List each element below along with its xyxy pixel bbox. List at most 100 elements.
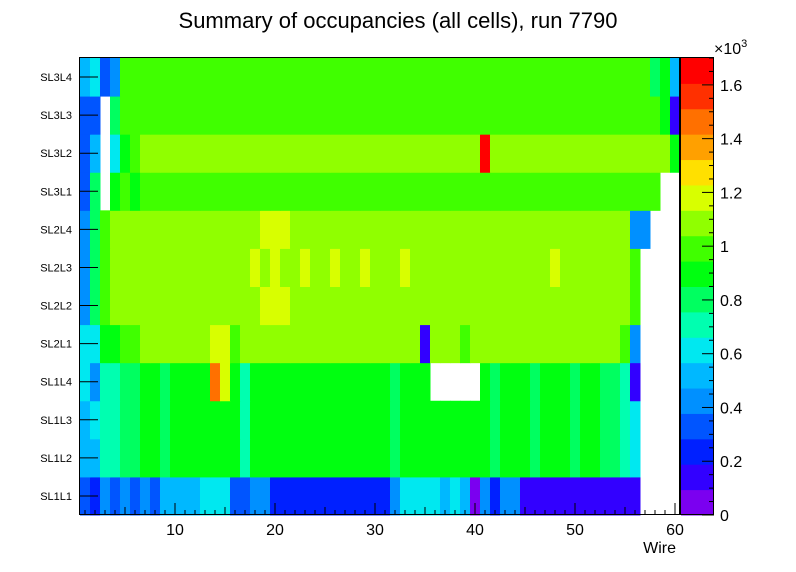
heatmap-cell — [350, 248, 361, 287]
heatmap-cell — [320, 248, 331, 287]
heatmap-cell — [110, 286, 121, 326]
heatmap-cell — [550, 58, 561, 97]
heatmap-cell — [500, 210, 511, 249]
heatmap-cell — [200, 362, 211, 402]
color-scale-swatch — [681, 362, 714, 389]
heatmap-cell — [410, 210, 421, 249]
heatmap-cell — [470, 286, 481, 326]
heatmap-cell — [530, 248, 541, 287]
heatmap-cell — [510, 362, 521, 402]
heatmap-cell — [630, 324, 641, 364]
heatmap-cell — [240, 172, 251, 211]
heatmap-cell — [260, 324, 271, 364]
heatmap-cell — [120, 96, 131, 135]
heatmap-cell — [370, 134, 381, 173]
heatmap-cell — [280, 96, 291, 135]
heatmap-cell — [630, 400, 641, 440]
heatmap-cell — [180, 400, 191, 440]
heatmap-cell — [190, 134, 201, 173]
heatmap-cell — [410, 362, 421, 402]
heatmap-cell — [240, 210, 251, 249]
heatmap-cell — [440, 476, 451, 516]
heatmap-cell — [410, 248, 421, 287]
heatmap-cell — [340, 96, 351, 135]
heatmap-cell — [530, 134, 541, 173]
heatmap-cell — [450, 400, 461, 440]
heatmap-cell — [430, 476, 441, 516]
heatmap-cell — [260, 58, 271, 97]
heatmap-cell — [410, 324, 421, 364]
heatmap-cell — [150, 438, 161, 478]
heatmap-cell — [110, 400, 121, 440]
heatmap-cell — [340, 58, 351, 97]
heatmap-cell — [290, 96, 301, 135]
heatmap-cell — [360, 286, 371, 326]
heatmap-cell — [550, 362, 561, 402]
heatmap-cell — [630, 362, 641, 402]
heatmap-cell — [310, 248, 321, 287]
heatmap-cell — [230, 58, 241, 97]
heatmap-cell — [610, 476, 621, 516]
heatmap-cell — [670, 134, 681, 173]
heatmap-cell — [460, 438, 471, 478]
color-scale-swatch — [681, 134, 714, 161]
heatmap-cell — [340, 248, 351, 287]
heatmap-cell — [330, 286, 341, 326]
chart-title: Summary of occupancies (all cells), run … — [179, 8, 618, 33]
heatmap-cell — [550, 400, 561, 440]
heatmap-cell — [370, 58, 381, 97]
heatmap-cell — [430, 438, 441, 478]
heatmap-cell — [140, 362, 151, 402]
heatmap-cell — [510, 400, 521, 440]
heatmap-cell — [620, 248, 631, 287]
heatmap-cell — [580, 362, 591, 402]
heatmap-cell — [300, 286, 311, 326]
heatmap-cell — [620, 438, 631, 478]
heatmap-cell — [600, 476, 611, 516]
heatmap-cell — [350, 172, 361, 211]
heatmap-cell — [320, 134, 331, 173]
heatmap-cell — [480, 172, 491, 211]
heatmap-cell — [600, 248, 611, 287]
z-tick-label: 0.6 — [720, 347, 742, 364]
heatmap-cell — [580, 400, 591, 440]
heatmap-cell — [520, 210, 531, 249]
heatmap-cell — [130, 210, 141, 249]
heatmap-cell — [280, 58, 291, 97]
heatmap-cell — [280, 210, 291, 249]
heatmap-cell — [400, 324, 411, 364]
heatmap-cell — [240, 96, 251, 135]
heatmap-cell — [260, 96, 271, 135]
heatmap-cell — [450, 286, 461, 326]
heatmap-cell — [260, 248, 271, 287]
heatmap-cell — [270, 286, 281, 326]
heatmap-cell — [470, 248, 481, 287]
heatmap-cell — [380, 400, 391, 440]
heatmap-cell — [370, 286, 381, 326]
heatmap-cell — [500, 476, 511, 516]
heatmap-cell — [570, 210, 581, 249]
heatmap-cell — [380, 362, 391, 402]
heatmap-cell — [400, 362, 411, 402]
heatmap-cell — [380, 210, 391, 249]
heatmap-cell — [270, 324, 281, 364]
y-tick-label: SL2L3 — [40, 262, 72, 274]
heatmap-cell — [390, 362, 401, 402]
heatmap-cell — [210, 476, 221, 516]
heatmap-cell — [480, 96, 491, 135]
color-scale-swatch — [681, 159, 714, 186]
heatmap-cell — [410, 400, 421, 440]
heatmap-cell — [560, 362, 571, 402]
heatmap-cell — [350, 400, 361, 440]
heatmap-cell — [260, 134, 271, 173]
heatmap-cell — [500, 248, 511, 287]
heatmap-cell — [300, 248, 311, 287]
heatmap-cell — [330, 210, 341, 249]
heatmap-cell — [640, 134, 651, 173]
heatmap-cell — [500, 286, 511, 326]
heatmap-cell — [190, 286, 201, 326]
heatmap-cell — [180, 172, 191, 211]
y-tick-label: SL2L1 — [40, 339, 72, 351]
heatmap-cell — [610, 248, 621, 287]
heatmap-cell — [400, 438, 411, 478]
